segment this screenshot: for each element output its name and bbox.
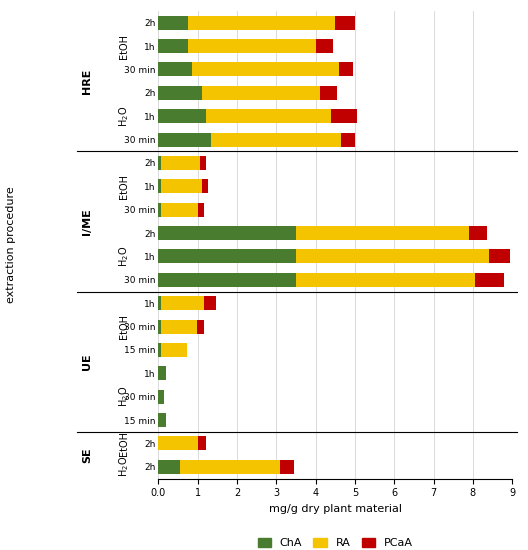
Text: extraction procedure: extraction procedure xyxy=(6,186,15,303)
Text: HRE: HRE xyxy=(82,68,92,94)
Bar xyxy=(161,203,199,217)
Bar xyxy=(197,437,205,450)
Bar xyxy=(158,413,166,427)
Text: H$_2$O: H$_2$O xyxy=(117,386,131,408)
Bar xyxy=(158,273,296,287)
Bar xyxy=(201,156,206,170)
Bar xyxy=(192,62,339,76)
Bar xyxy=(158,437,197,450)
Bar xyxy=(158,86,202,100)
Text: H$_2$O: H$_2$O xyxy=(117,106,131,127)
Bar xyxy=(158,179,161,194)
Bar xyxy=(161,156,201,170)
Bar xyxy=(296,250,488,263)
Bar xyxy=(158,320,161,333)
Bar xyxy=(211,133,341,146)
Bar xyxy=(196,320,204,333)
Bar xyxy=(158,226,296,240)
Bar xyxy=(180,460,280,474)
Bar xyxy=(280,460,294,474)
Text: H$_2$O: H$_2$O xyxy=(117,456,131,477)
Bar xyxy=(158,389,164,404)
Bar xyxy=(319,86,337,100)
Text: EtOH: EtOH xyxy=(119,431,129,456)
Text: SE: SE xyxy=(82,447,92,463)
Bar xyxy=(202,179,209,194)
Bar xyxy=(188,39,316,53)
Bar xyxy=(158,109,205,123)
Bar xyxy=(202,86,319,100)
Bar xyxy=(158,203,161,217)
Bar xyxy=(205,109,332,123)
Bar xyxy=(488,250,510,263)
Bar xyxy=(158,133,211,146)
Bar xyxy=(161,320,196,333)
Bar xyxy=(158,250,296,263)
Bar xyxy=(475,273,504,287)
Bar xyxy=(341,133,355,146)
Bar xyxy=(335,15,355,30)
Bar xyxy=(161,296,204,310)
Bar xyxy=(188,15,335,30)
Bar xyxy=(161,179,202,194)
Bar xyxy=(296,226,469,240)
Bar xyxy=(158,39,188,53)
Text: I/ME: I/ME xyxy=(82,208,92,235)
Text: EtOH: EtOH xyxy=(119,34,129,58)
Legend: ChA, RA, PCaA: ChA, RA, PCaA xyxy=(253,533,417,550)
Bar xyxy=(316,39,333,53)
Text: UE: UE xyxy=(82,353,92,370)
Bar xyxy=(339,62,353,76)
Bar xyxy=(158,156,161,170)
Bar xyxy=(158,296,161,310)
Text: EtOH: EtOH xyxy=(119,174,129,199)
Bar xyxy=(158,15,188,30)
Bar xyxy=(469,226,487,240)
Bar xyxy=(158,62,192,76)
Bar xyxy=(158,460,180,474)
Bar xyxy=(204,296,216,310)
Bar xyxy=(158,366,166,381)
Bar xyxy=(161,343,187,357)
Bar xyxy=(199,203,204,217)
Bar xyxy=(332,109,357,123)
Bar xyxy=(296,273,475,287)
Text: EtOH: EtOH xyxy=(119,314,129,339)
Text: H$_2$O: H$_2$O xyxy=(117,246,131,267)
X-axis label: mg/g dry plant material: mg/g dry plant material xyxy=(269,504,402,514)
Bar xyxy=(158,343,161,357)
